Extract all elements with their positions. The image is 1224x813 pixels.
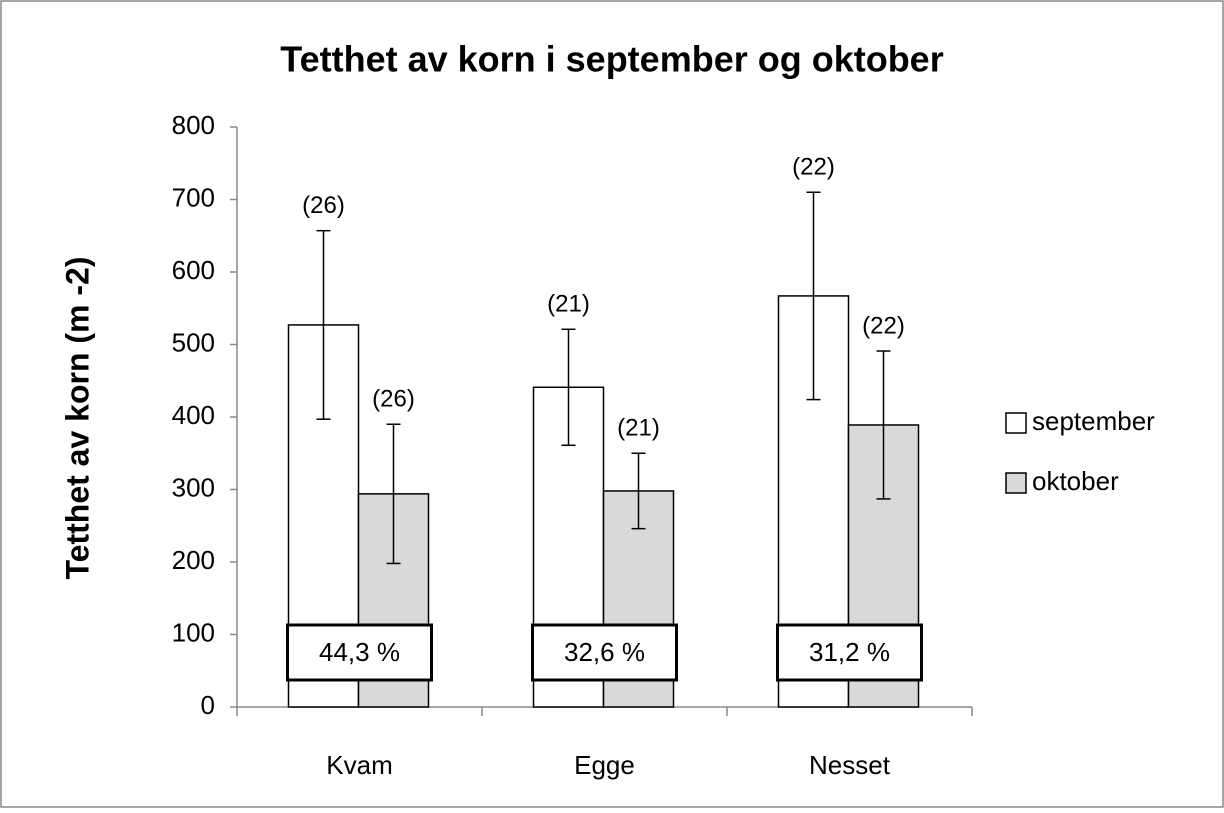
sample-size-label: (21) [547,291,590,318]
x-tick-label: Kvam [326,750,392,780]
y-tick-label: 100 [172,617,215,647]
y-tick-label: 700 [172,182,215,212]
legend-swatch [1005,472,1027,494]
sample-size-label: (26) [372,386,415,413]
y-tick-label: 800 [172,110,215,140]
y-tick-label: 500 [172,327,215,357]
annotation-label: 44,3 % [319,637,400,667]
annotation-label: 31,2 % [809,637,890,667]
y-tick-label: 400 [172,400,215,430]
annotation-label: 32,6 % [564,637,645,667]
sample-size-label: (21) [617,415,660,442]
y-tick-label: 600 [172,255,215,285]
annotation-box [776,623,923,682]
legend-swatch [1005,412,1027,434]
legend-label: oktober [1032,466,1119,496]
x-tick-label: Egge [574,750,635,780]
legend-label: september [1032,406,1155,436]
x-tick-label: Nesset [809,750,891,780]
sample-size-label: (26) [302,192,345,219]
y-tick-label: 300 [172,472,215,502]
y-tick-label: 200 [172,545,215,575]
sample-size-label: (22) [792,154,835,181]
y-tick-label: 0 [201,690,215,720]
annotation-box [286,623,433,682]
chart-title: Tetthet av korn i september og oktober [280,39,943,80]
annotation-box [531,623,678,682]
sample-size-label: (22) [862,312,905,339]
y-axis-label: Tetthet av korn (m -2) [59,257,95,580]
